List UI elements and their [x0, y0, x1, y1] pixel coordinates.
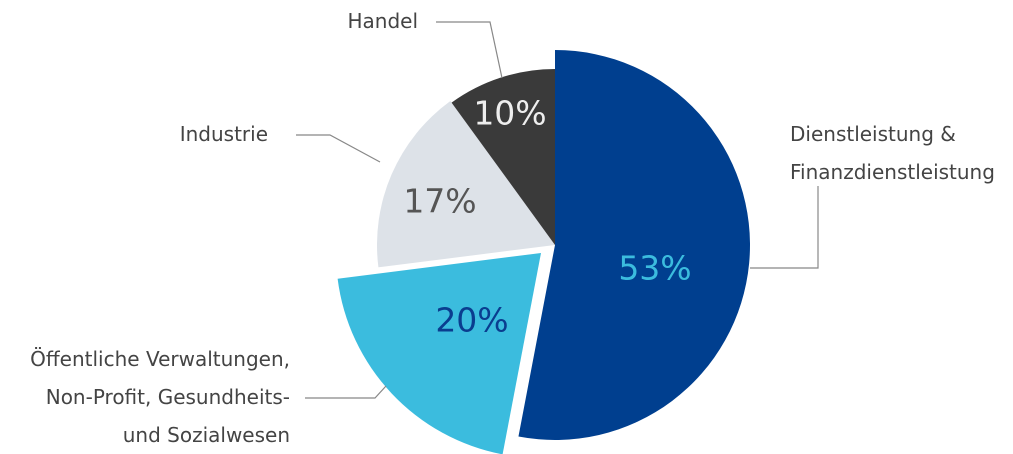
category-label: Industrie	[180, 122, 268, 146]
pie-slice	[451, 69, 555, 245]
data-label: 20%	[435, 301, 508, 340]
pie-slice	[377, 100, 555, 268]
leader-line	[296, 134, 381, 163]
pie	[337, 50, 750, 454]
data-label: 53%	[618, 249, 691, 288]
leader-line	[305, 385, 387, 399]
category-label: Öffentliche Verwaltungen, Non-Profit, Ges…	[30, 347, 290, 447]
pie-slice	[518, 50, 750, 440]
leader-line	[750, 186, 819, 269]
category-label: Dienstleistung & Finanzdienstleistung	[790, 122, 995, 184]
pie-slice	[337, 253, 541, 454]
leader-line	[436, 21, 503, 79]
category-label: Handel	[347, 9, 418, 33]
data-label: 17%	[403, 182, 476, 221]
data-label: 10%	[473, 94, 546, 133]
